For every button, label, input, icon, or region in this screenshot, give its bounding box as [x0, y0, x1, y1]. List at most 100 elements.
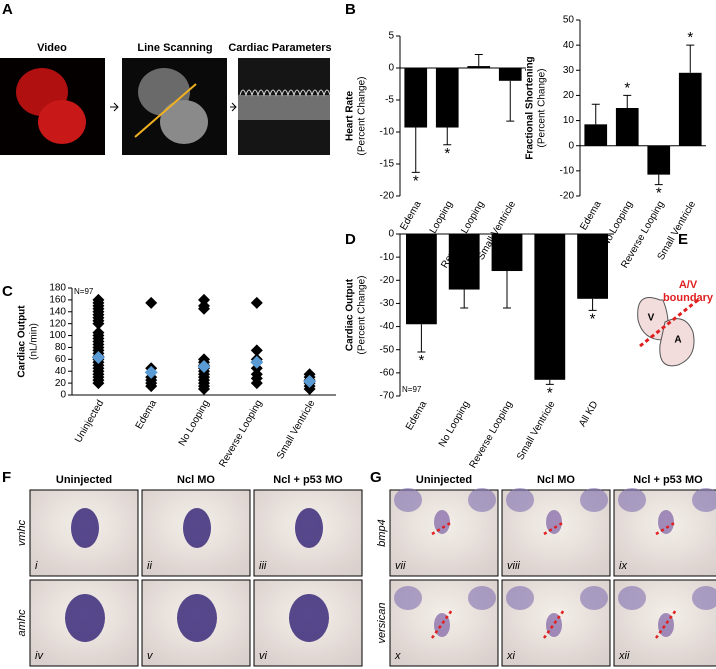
column-header: Uninjected [416, 474, 472, 486]
error-bar [654, 174, 663, 186]
error-bar [474, 54, 483, 67]
panel-letter: B [345, 1, 356, 18]
bar [491, 234, 523, 272]
boundary-line [431, 520, 453, 536]
y-tick-label: -50 [380, 344, 395, 355]
boundary-line [543, 520, 565, 536]
image-label: ii [147, 560, 152, 572]
video-image [0, 58, 105, 155]
significance: * [547, 384, 553, 401]
x-tick-label: Uninjected [73, 398, 106, 444]
point [198, 383, 210, 396]
point [145, 380, 158, 393]
stain [546, 510, 562, 534]
point [250, 296, 263, 309]
error-bar [443, 127, 452, 146]
image-label: viii [507, 560, 520, 572]
y-tick-label: 0 [388, 63, 394, 74]
bar [647, 145, 671, 175]
chamber-label: A [674, 335, 681, 346]
column-header: Ncl MO [177, 474, 215, 486]
stain [71, 508, 99, 548]
y-axis-label: Fractional Shortening [525, 56, 536, 159]
eye [506, 586, 534, 610]
y-tick-label: 10 [563, 115, 575, 126]
y-axis-label: (nL/min) [29, 323, 40, 360]
y-tick-label: -60 [380, 367, 395, 378]
eye [506, 488, 534, 512]
y-tick-label: 140 [49, 306, 66, 317]
y-tick-label: 0 [568, 140, 574, 151]
kymograph-image [238, 58, 331, 155]
boundary-label: boundary [663, 292, 714, 304]
x-tick-label: Small Ventricle [515, 399, 558, 462]
point [197, 359, 211, 373]
point [144, 365, 158, 379]
bar [534, 234, 566, 380]
x-tick-label: Small Ventricle [275, 398, 318, 461]
eye [692, 488, 716, 512]
y-axis-label: (Percent Change) [357, 77, 368, 156]
y-tick-label: -40 [380, 321, 395, 332]
panel-letter: G [370, 469, 382, 486]
row-label: versican [376, 603, 388, 644]
error-bar [411, 127, 420, 173]
row-label: amhc [16, 609, 28, 636]
stain [289, 594, 329, 642]
y-tick-label: 160 [49, 295, 66, 306]
column-header: Ncl + p53 MO [633, 474, 703, 486]
point [92, 317, 105, 330]
y-tick-label: -5 [385, 95, 394, 106]
y-tick-label: -15 [380, 159, 395, 170]
y-tick-label: -70 [380, 391, 395, 402]
eye [692, 586, 716, 610]
image-label: iii [259, 560, 267, 572]
significance: * [418, 352, 424, 369]
image-label: ix [619, 560, 627, 572]
x-tick-label: No Looping [177, 398, 212, 448]
eye [580, 586, 608, 610]
panel-letter: C [2, 283, 13, 300]
stain [434, 510, 450, 534]
y-tick-label: 120 [49, 318, 66, 329]
y-tick-label: 5 [388, 31, 394, 42]
x-tick-label: All KD [577, 399, 600, 429]
bar [448, 234, 480, 290]
chamber-label: V [648, 313, 655, 324]
note: N=97 [402, 385, 422, 394]
y-tick-label: 0 [388, 229, 394, 240]
y-axis-label: (Percent Change) [357, 276, 368, 355]
boundary-line [655, 520, 677, 536]
step-label: Line Scanning [137, 42, 212, 54]
y-tick-label: 60 [55, 354, 67, 365]
y-tick-label: 20 [563, 90, 575, 101]
x-tick-label: Reverse Looping [217, 398, 264, 469]
significance: * [656, 185, 662, 202]
y-tick-label: 80 [55, 342, 67, 353]
error-bar [417, 324, 426, 353]
line-scan-image [122, 58, 227, 155]
panel-letter: D [345, 231, 356, 248]
y-axis-label: Heart Rate [345, 91, 356, 141]
bar [615, 108, 639, 146]
significance: * [444, 145, 450, 162]
point [145, 296, 158, 309]
y-tick-label: 0 [60, 390, 66, 401]
stain [546, 613, 562, 637]
significance: * [624, 79, 630, 96]
y-tick-label: 40 [563, 40, 575, 51]
stain [65, 594, 105, 642]
y-tick-label: -10 [560, 165, 575, 176]
x-tick-label: Edema [578, 199, 604, 232]
bar [467, 66, 491, 68]
bar [498, 68, 522, 81]
stain [295, 508, 323, 548]
point [91, 351, 105, 365]
y-tick-label: 180 [49, 283, 66, 294]
step-label: Video [37, 42, 67, 54]
error-bar [503, 271, 511, 309]
image-label: i [35, 560, 38, 572]
x-tick-label: No Looping [437, 399, 472, 449]
stain [183, 508, 211, 548]
image-label: xi [506, 650, 516, 662]
